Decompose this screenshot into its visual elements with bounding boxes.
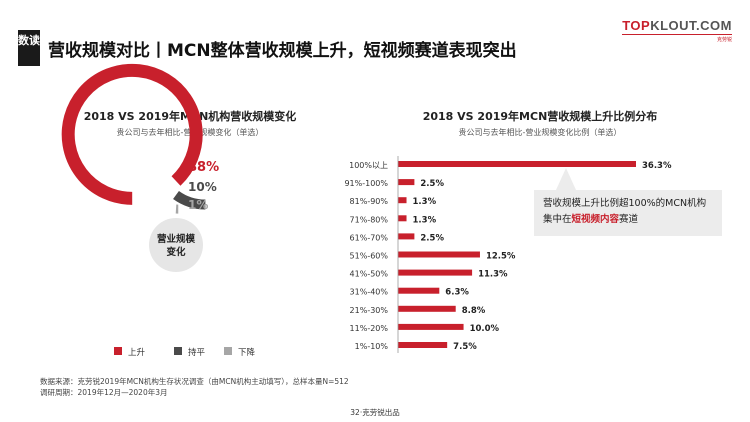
bar-category-label-3: 81%-90% [350,197,389,206]
callout-prefix: 营收规模上升比例超100%的MCN机构集中在 [543,198,707,225]
donut-ring-2 [173,190,206,210]
period-note: 调研周期：2019年12月—2020年3月 [40,388,168,397]
bar-value-label-6: 12.5% [486,252,516,262]
logo-accent: TOP [622,18,651,33]
logo-sub: 克劳锐 [622,34,732,43]
bar-11 [398,342,448,348]
bar-2 [398,179,415,186]
bar-value-label-1: 36.3% [642,161,672,171]
legend-label-3: 下降 [238,347,256,358]
bar-category-label-9: 21%-30% [350,306,389,315]
bar-category-label-2: 91%-100% [344,179,388,188]
bar-category-label-6: 51%-60% [350,252,389,261]
bar-category-label-10: 11%-20% [350,324,389,333]
donut-value-label-2: 10% [188,180,217,194]
bar-value-label-10: 10.0% [470,324,500,334]
bar-value-label-8: 6.3% [445,288,469,298]
callout-box: 营收规模上升比例超100%的MCN机构集中在短视频内容赛道 [534,190,722,236]
page-title: 营收规模对比丨MCN整体营收规模上升，短视频赛道表现突出 [48,41,517,61]
bar-10 [398,323,464,330]
callout-highlight: 短视频内容 [571,214,620,225]
logo-rest: KLOUT.COM [650,18,732,33]
donut-center-label-1: 营业规模 [157,233,196,245]
bar-7 [398,269,473,276]
bar-value-label-9: 8.8% [462,306,486,316]
bar-category-label-4: 71%-80% [350,215,389,224]
bar-6 [398,251,480,258]
bar-category-label-7: 41%-50% [350,270,389,279]
donut-ring-1 [61,63,203,205]
bar-value-label-4: 1.3% [413,215,437,225]
bar-9 [398,305,456,312]
callout-suffix: 赛道 [619,214,639,225]
legend-swatch-2 [174,347,182,355]
brand-logo: TOPKLOUT.COM 克劳锐 [622,18,732,43]
bar-chart-subtitle: 贵公司与去年相比-营业规模变化比例（单选） [458,128,622,137]
legend-swatch-3 [224,347,232,355]
donut-value-label-1: 88% [188,160,219,175]
bar-8 [398,287,440,294]
callout-pointer [556,168,576,190]
source-note: 数据来源：克劳锐2019年MCN机构生存状况调查（由MCN机构主动填写），总样本… [40,377,349,386]
donut-center-disc [149,218,203,272]
bar-5 [398,233,415,240]
section-badge: 数读 [18,30,40,66]
page-number: 32·克劳锐出品 [350,408,400,417]
bar-category-label-1: 100%以上 [349,161,388,170]
bar-value-label-11: 7.5% [453,342,477,352]
bar-category-label-8: 31%-40% [350,288,389,297]
donut-center-label-2: 变化 [166,246,186,258]
bar-category-label-11: 1%-10% [355,342,389,351]
bar-value-label-3: 1.3% [413,197,437,207]
bar-1 [398,161,636,167]
bar-value-label-2: 2.5% [420,179,444,189]
bar-chart-title: 2018 VS 2019年MCN营收规模上升比例分布 [422,110,658,123]
bar-3 [398,197,407,204]
donut-value-label-3: 1% [188,198,208,212]
bar-category-label-5: 61%-70% [350,233,389,242]
legend-label-2: 持平 [188,347,206,358]
bar-value-label-5: 2.5% [420,233,444,243]
bar-4 [398,215,407,222]
legend-swatch-1 [114,347,122,355]
bar-value-label-7: 11.3% [478,270,508,280]
legend-label-1: 上升 [128,347,146,358]
